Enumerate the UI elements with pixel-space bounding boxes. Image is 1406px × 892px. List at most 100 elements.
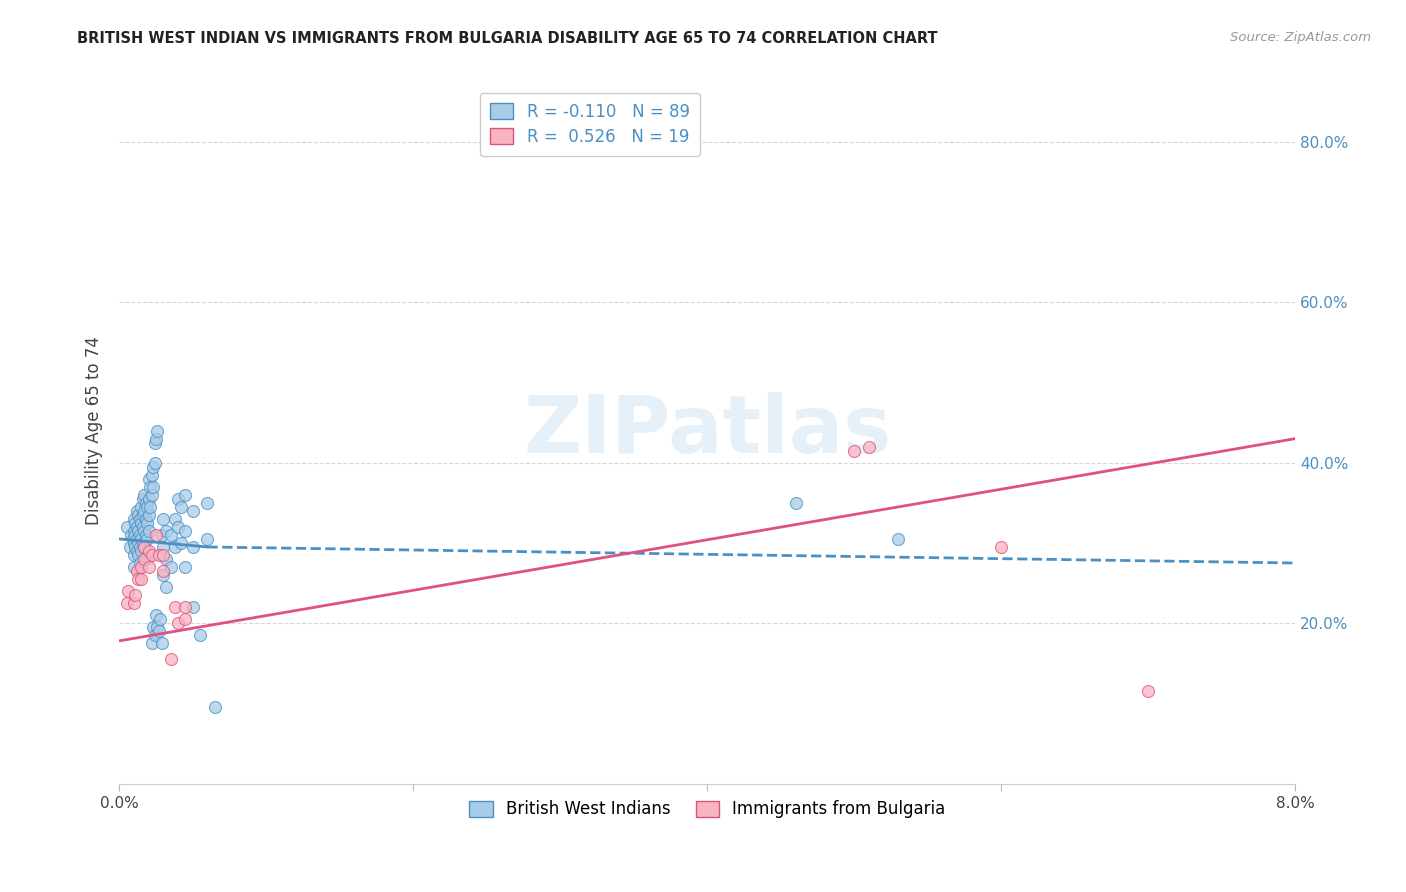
Point <box>844 443 866 458</box>
Point <box>122 560 145 574</box>
Point <box>124 516 146 530</box>
Point <box>122 536 145 550</box>
Point <box>159 652 181 666</box>
Point <box>142 459 165 474</box>
Point <box>148 548 170 562</box>
Point <box>143 456 166 470</box>
Point <box>134 552 156 566</box>
Point <box>132 508 155 522</box>
Legend: British West Indians, Immigrants from Bulgaria: British West Indians, Immigrants from Bu… <box>463 794 952 825</box>
Point <box>134 488 156 502</box>
Point <box>142 620 165 634</box>
Point <box>145 608 167 623</box>
Point <box>128 512 150 526</box>
Point <box>174 612 197 626</box>
Point <box>125 520 148 534</box>
Point <box>138 560 160 574</box>
Point <box>188 628 211 642</box>
Point <box>1137 684 1160 698</box>
Point <box>141 548 163 562</box>
Point <box>131 516 153 530</box>
Point <box>150 636 173 650</box>
Text: BRITISH WEST INDIAN VS IMMIGRANTS FROM BULGARIA DISABILITY AGE 65 TO 74 CORRELAT: BRITISH WEST INDIAN VS IMMIGRANTS FROM B… <box>77 31 938 46</box>
Point <box>174 560 197 574</box>
Point <box>143 435 166 450</box>
Point <box>139 480 162 494</box>
Point <box>152 540 174 554</box>
Point <box>122 512 145 526</box>
Point <box>127 572 149 586</box>
Point <box>159 528 181 542</box>
Point <box>134 504 156 518</box>
Point <box>135 528 157 542</box>
Point <box>139 500 162 514</box>
Point <box>143 628 166 642</box>
Point <box>141 467 163 482</box>
Point <box>124 528 146 542</box>
Point <box>120 528 142 542</box>
Point <box>131 500 153 514</box>
Point <box>122 524 145 538</box>
Point <box>122 548 145 562</box>
Point <box>165 600 187 615</box>
Point <box>117 584 139 599</box>
Point <box>135 496 157 510</box>
Point <box>142 480 165 494</box>
Point <box>138 524 160 538</box>
Point <box>115 596 138 610</box>
Point <box>138 508 160 522</box>
Text: Source: ZipAtlas.com: Source: ZipAtlas.com <box>1230 31 1371 45</box>
Point <box>131 572 153 586</box>
Point <box>136 532 159 546</box>
Point <box>149 612 172 626</box>
Point <box>128 528 150 542</box>
Text: ZIPatlas: ZIPatlas <box>523 392 891 469</box>
Point <box>785 496 807 510</box>
Y-axis label: Disability Age 65 to 74: Disability Age 65 to 74 <box>86 336 103 525</box>
Point <box>152 512 174 526</box>
Point <box>132 491 155 506</box>
Point <box>858 440 880 454</box>
Point <box>165 512 187 526</box>
Point <box>197 496 219 510</box>
Point <box>125 532 148 546</box>
Point <box>159 560 181 574</box>
Point <box>124 588 146 602</box>
Point <box>174 488 197 502</box>
Point <box>146 620 169 634</box>
Point <box>125 504 148 518</box>
Point <box>145 432 167 446</box>
Point <box>155 580 177 594</box>
Point <box>127 508 149 522</box>
Point <box>141 488 163 502</box>
Point <box>138 544 160 558</box>
Point <box>141 636 163 650</box>
Point <box>150 528 173 542</box>
Point <box>128 556 150 570</box>
Point <box>127 548 149 562</box>
Point <box>118 540 141 554</box>
Point <box>148 624 170 639</box>
Point <box>152 548 174 562</box>
Point <box>132 520 155 534</box>
Point <box>136 500 159 514</box>
Point <box>181 540 204 554</box>
Point <box>131 560 153 574</box>
Point <box>174 600 197 615</box>
Point <box>167 491 190 506</box>
Point <box>990 540 1012 554</box>
Point <box>127 524 149 538</box>
Point <box>128 540 150 554</box>
Point <box>174 524 197 538</box>
Point <box>127 536 149 550</box>
Point <box>131 544 153 558</box>
Point <box>181 600 204 615</box>
Point <box>887 532 910 546</box>
Point <box>181 504 204 518</box>
Point <box>135 552 157 566</box>
Point <box>204 700 226 714</box>
Point <box>197 532 219 546</box>
Point <box>132 536 155 550</box>
Point <box>121 532 143 546</box>
Point <box>170 500 193 514</box>
